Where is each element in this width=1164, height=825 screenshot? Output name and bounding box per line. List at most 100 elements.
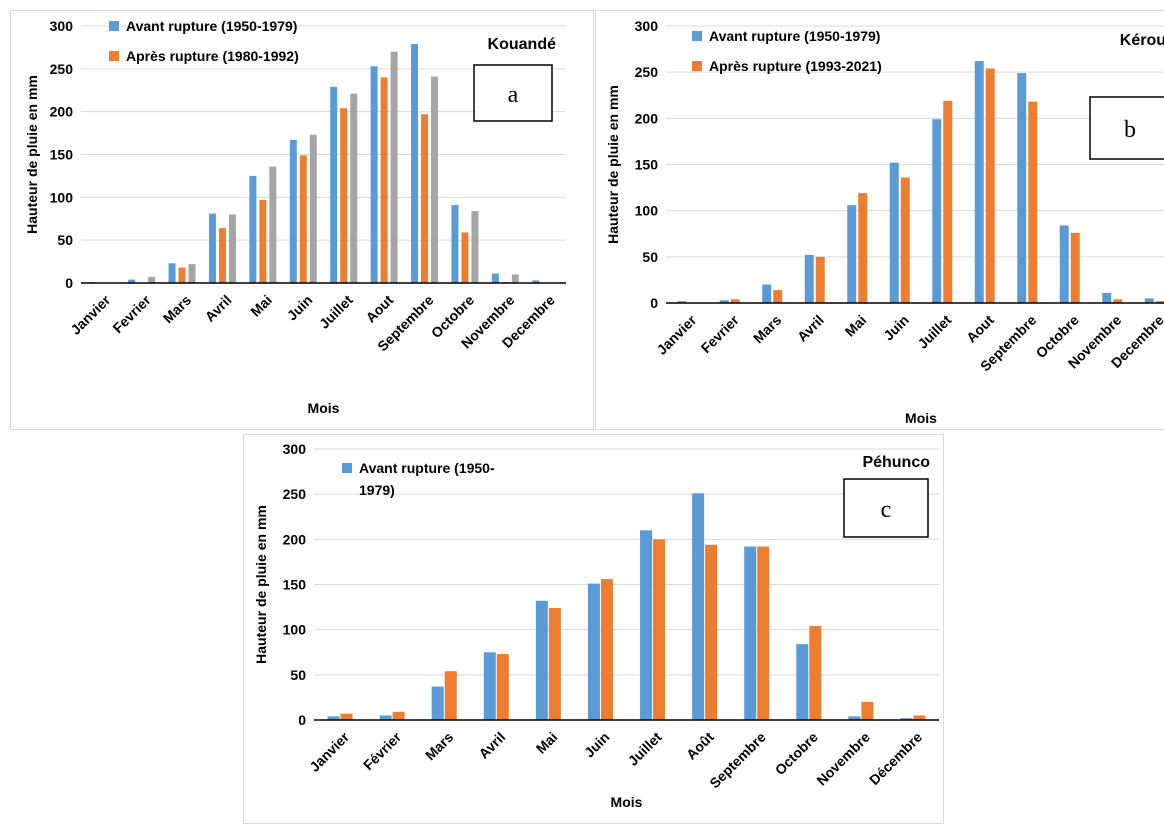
bar xyxy=(815,256,825,303)
y-tick-label: 0 xyxy=(650,295,658,311)
x-tick-label: Janvier xyxy=(306,728,352,774)
y-tick-label: 100 xyxy=(283,622,307,638)
bar xyxy=(548,607,561,720)
bar xyxy=(471,211,479,283)
legend-label: 1979) xyxy=(359,482,395,498)
x-tick-label: Mai xyxy=(247,292,275,320)
bar xyxy=(1102,292,1112,303)
bar xyxy=(1144,298,1154,303)
bar xyxy=(1155,301,1164,303)
bar xyxy=(461,232,469,283)
bar xyxy=(848,716,861,720)
legend-label: Avant rupture (1950-1979) xyxy=(126,18,297,34)
bar xyxy=(796,644,809,720)
y-tick-label: 300 xyxy=(635,18,659,34)
y-tick-label: 150 xyxy=(283,577,307,593)
bar xyxy=(1059,225,1069,303)
y-axis-label: Hauteur de pluie en mm xyxy=(24,75,40,234)
bar xyxy=(889,162,899,303)
x-tick-label: Juillet xyxy=(316,292,356,332)
y-tick-label: 50 xyxy=(642,249,658,265)
bar xyxy=(532,280,540,283)
bar xyxy=(985,68,995,303)
y-tick-label: 250 xyxy=(50,61,74,77)
y-tick-label: 200 xyxy=(635,110,659,126)
x-tick-label: Décembre xyxy=(866,729,925,788)
bar xyxy=(218,228,226,283)
bar xyxy=(340,108,348,284)
x-tick-label: Juin xyxy=(880,312,912,344)
bar xyxy=(451,205,459,283)
y-tick-label: 250 xyxy=(283,486,307,502)
bar xyxy=(390,51,398,284)
x-tick-label: Janvier xyxy=(67,291,113,337)
bar xyxy=(379,715,392,720)
bar xyxy=(148,277,156,283)
bar xyxy=(483,652,496,720)
y-axis-label: Hauteur de pluie en mm xyxy=(605,85,621,244)
legend-swatch xyxy=(342,463,352,473)
x-axis-label: Mois xyxy=(905,410,937,426)
x-tick-label: Mars xyxy=(160,292,195,327)
y-tick-label: 150 xyxy=(635,157,659,173)
x-tick-label: Mars xyxy=(750,312,785,347)
bar xyxy=(730,299,740,303)
y-tick-label: 0 xyxy=(298,712,306,728)
legend-swatch xyxy=(109,51,119,61)
legend-swatch xyxy=(109,21,119,31)
bar xyxy=(757,546,770,720)
bar xyxy=(444,671,457,720)
bar xyxy=(350,93,358,283)
x-tick-label: Février xyxy=(360,728,405,773)
legend-label: Après rupture (1980-1992) xyxy=(126,48,299,64)
chart-title: Kouandé xyxy=(488,36,557,53)
y-tick-label: 300 xyxy=(50,18,74,34)
x-tick-label: Fevrier xyxy=(698,311,743,356)
panel-letter: c xyxy=(881,497,892,523)
x-tick-label: Mai xyxy=(842,312,870,340)
legend-swatch xyxy=(692,61,702,71)
legend-label: Avant rupture (1950-1979) xyxy=(709,28,880,44)
bar xyxy=(677,301,687,303)
bar xyxy=(719,300,729,303)
x-tick-label: Juillet xyxy=(625,729,665,769)
x-tick-label: Avril xyxy=(475,729,508,762)
bar xyxy=(974,61,984,303)
y-tick-label: 250 xyxy=(635,64,659,80)
x-tick-label: Janvier xyxy=(653,311,699,357)
bar xyxy=(491,273,499,283)
bar xyxy=(773,290,783,303)
y-tick-label: 50 xyxy=(290,667,306,683)
y-tick-label: 50 xyxy=(57,232,73,248)
panel-letter: b xyxy=(1124,117,1136,143)
bar xyxy=(188,264,196,283)
panel-letter-box xyxy=(1089,96,1164,160)
x-tick-label: Octobre xyxy=(772,729,821,778)
y-axis-label: Hauteur de pluie en mm xyxy=(253,505,269,664)
x-axis-label: Mois xyxy=(308,400,340,416)
bar xyxy=(431,686,444,720)
x-tick-label: Fevrier xyxy=(109,291,154,336)
x-tick-label: Aout xyxy=(362,292,396,326)
x-tick-label: Avril xyxy=(202,292,235,325)
panel-letter: a xyxy=(508,82,519,108)
bar xyxy=(511,274,519,283)
bar xyxy=(744,546,757,720)
bar xyxy=(640,530,653,720)
bar xyxy=(535,600,548,720)
bar xyxy=(309,134,317,283)
x-tick-label: Mars xyxy=(422,729,457,764)
y-tick-label: 300 xyxy=(283,441,307,457)
bar xyxy=(392,711,405,720)
bar xyxy=(228,214,236,283)
bar xyxy=(1017,73,1027,303)
x-tick-label: Avril xyxy=(794,312,827,345)
panel-letter-box xyxy=(473,64,553,122)
bar xyxy=(1028,101,1038,303)
x-tick-label: Juin xyxy=(581,729,613,761)
bar xyxy=(913,715,926,720)
bar xyxy=(1113,299,1123,303)
legend-swatch xyxy=(692,31,702,41)
y-tick-label: 200 xyxy=(50,104,74,120)
bar xyxy=(858,193,868,303)
